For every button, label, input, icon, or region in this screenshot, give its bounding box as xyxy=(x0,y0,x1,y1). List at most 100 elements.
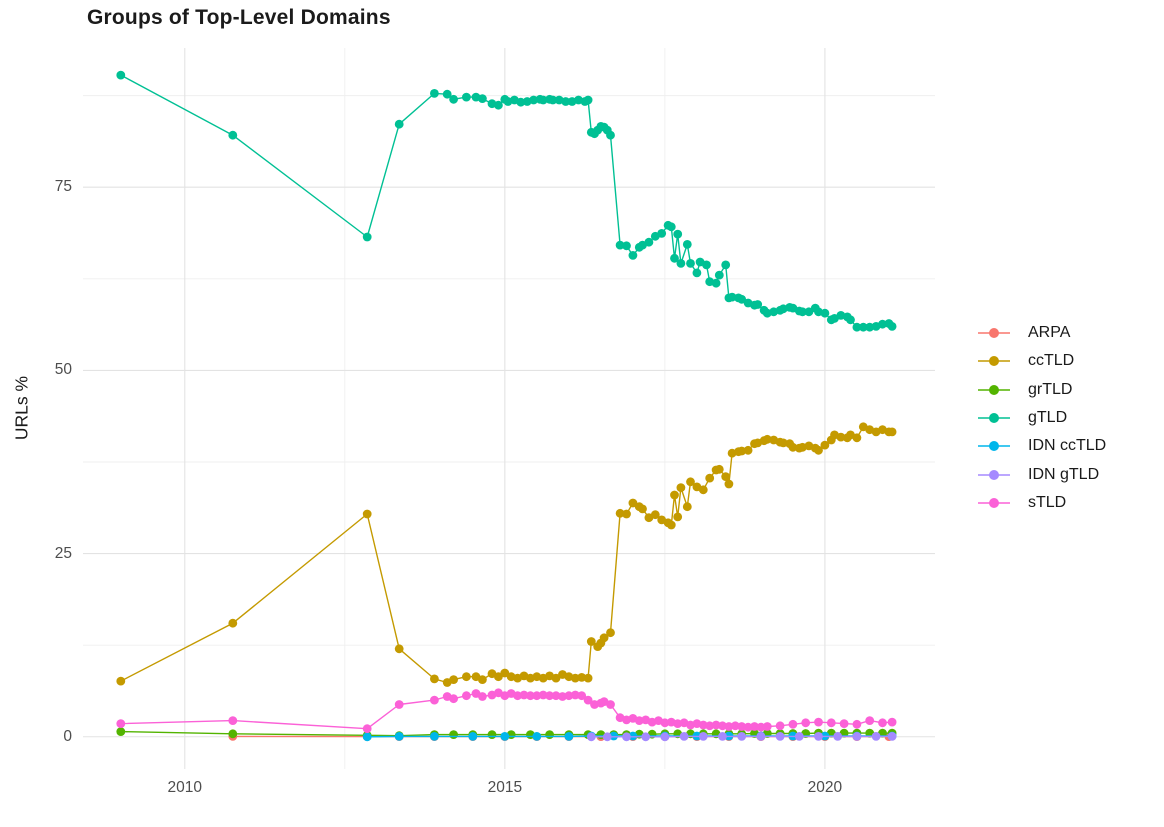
data-point-gtld xyxy=(753,300,763,309)
legend-key-icon xyxy=(978,384,1010,395)
legend-item-stld: sTLD xyxy=(977,489,1106,517)
data-point-cctld xyxy=(478,675,487,684)
data-point-cctld xyxy=(836,432,846,442)
data-point-idn-gtld xyxy=(718,732,727,741)
data-point-stld xyxy=(519,690,529,700)
data-point-idn-cctld xyxy=(628,731,638,741)
data-point-gtld xyxy=(538,95,548,105)
data-point-stld xyxy=(718,721,727,731)
data-point-gtld xyxy=(820,308,830,318)
data-point-gtld xyxy=(682,240,692,249)
data-point-cctld xyxy=(887,427,897,437)
data-point-cctld xyxy=(577,673,587,682)
x-tick-label: 2010 xyxy=(167,779,202,796)
data-point-idn-cctld xyxy=(532,732,542,741)
data-point-idn-cctld xyxy=(564,732,574,741)
data-point-cctld xyxy=(724,479,734,489)
data-point-gtld xyxy=(529,95,538,105)
legend-key-icon xyxy=(978,328,1010,339)
data-point-stld xyxy=(724,722,734,731)
data-point-stld xyxy=(513,691,522,701)
data-point-stld xyxy=(711,720,721,730)
data-point-gtld xyxy=(846,315,855,325)
data-point-gtld xyxy=(798,307,807,317)
legend-item-idn-gtld: IDN gTLD xyxy=(977,460,1106,488)
data-point-cctld xyxy=(762,434,772,444)
legend-key-dot xyxy=(989,356,999,367)
data-point-gtld xyxy=(442,89,452,99)
legend-label: ARPA xyxy=(1028,324,1071,342)
data-point-cctld xyxy=(570,673,580,683)
legend-item-arpa: ARPA xyxy=(977,319,1106,347)
data-point-cctld xyxy=(698,485,708,495)
data-point-cctld xyxy=(670,490,679,500)
data-point-gtld xyxy=(462,92,471,102)
data-point-cctld xyxy=(666,520,676,530)
data-point-stld xyxy=(826,718,836,728)
data-point-cctld xyxy=(116,676,126,686)
data-point-cctld xyxy=(686,477,695,487)
data-point-gtld xyxy=(628,251,638,260)
legend-label: sTLD xyxy=(1028,493,1067,511)
data-point-stld xyxy=(660,718,670,728)
legend-key-dot xyxy=(989,328,999,339)
y-tick-label: 0 xyxy=(63,727,72,745)
data-point-idn-gtld xyxy=(698,732,708,741)
data-point-gtld xyxy=(878,319,887,329)
legend-key-dot xyxy=(989,441,999,452)
data-point-idn-gtld xyxy=(737,732,747,741)
data-point-stld xyxy=(762,722,772,731)
data-point-gtld xyxy=(394,119,404,129)
data-point-gtld xyxy=(737,294,747,304)
data-point-stld xyxy=(551,691,561,701)
data-point-stld xyxy=(756,722,766,732)
data-point-stld xyxy=(775,721,785,731)
data-point-cctld xyxy=(721,472,731,481)
data-point-stld xyxy=(116,719,126,728)
data-point-idn-cctld xyxy=(500,732,510,741)
data-point-stld xyxy=(394,700,404,709)
data-point-stld xyxy=(743,722,753,732)
data-point-cctld xyxy=(551,673,561,683)
data-point-gtld xyxy=(865,322,875,332)
data-point-stld xyxy=(730,721,740,731)
data-point-stld xyxy=(478,692,487,701)
data-point-cctld xyxy=(615,508,625,518)
data-point-idn-gtld xyxy=(794,732,804,741)
data-point-gtld xyxy=(116,70,126,80)
data-point-cctld xyxy=(676,483,686,492)
data-point-cctld xyxy=(394,644,404,654)
data-point-stld xyxy=(570,690,580,700)
data-point-idn-gtld xyxy=(586,732,596,742)
legend-item-gtld: gTLD xyxy=(977,404,1106,432)
data-point-stld xyxy=(865,716,875,725)
data-point-gtld xyxy=(430,89,439,98)
data-point-cctld xyxy=(673,512,683,522)
data-point-gtld xyxy=(887,322,897,331)
legend-key-icon xyxy=(978,356,1010,367)
data-point-cctld xyxy=(599,633,609,643)
legend-label: gTLD xyxy=(1028,409,1068,427)
data-point-grtld xyxy=(116,727,126,736)
data-point-stld xyxy=(634,716,644,725)
data-point-gtld xyxy=(449,94,458,104)
data-point-idn-gtld xyxy=(775,732,785,741)
data-point-stld xyxy=(839,719,849,728)
data-point-gtld xyxy=(494,100,503,110)
data-point-gtld xyxy=(228,130,238,140)
data-point-cctld xyxy=(714,464,724,474)
legend-label: IDN ccTLD xyxy=(1028,437,1107,455)
y-tick-label: 50 xyxy=(54,361,72,379)
data-point-cctld xyxy=(628,498,638,508)
data-point-cctld xyxy=(606,628,615,638)
y-tick-label: 25 xyxy=(54,544,72,562)
data-point-stld xyxy=(558,692,567,701)
data-point-cctld xyxy=(820,440,830,450)
data-point-cctld xyxy=(583,673,593,683)
legend-item-cctld: ccTLD xyxy=(977,347,1106,375)
data-point-grtld xyxy=(487,730,497,739)
data-point-cctld xyxy=(449,675,458,684)
data-point-cctld xyxy=(228,618,238,628)
